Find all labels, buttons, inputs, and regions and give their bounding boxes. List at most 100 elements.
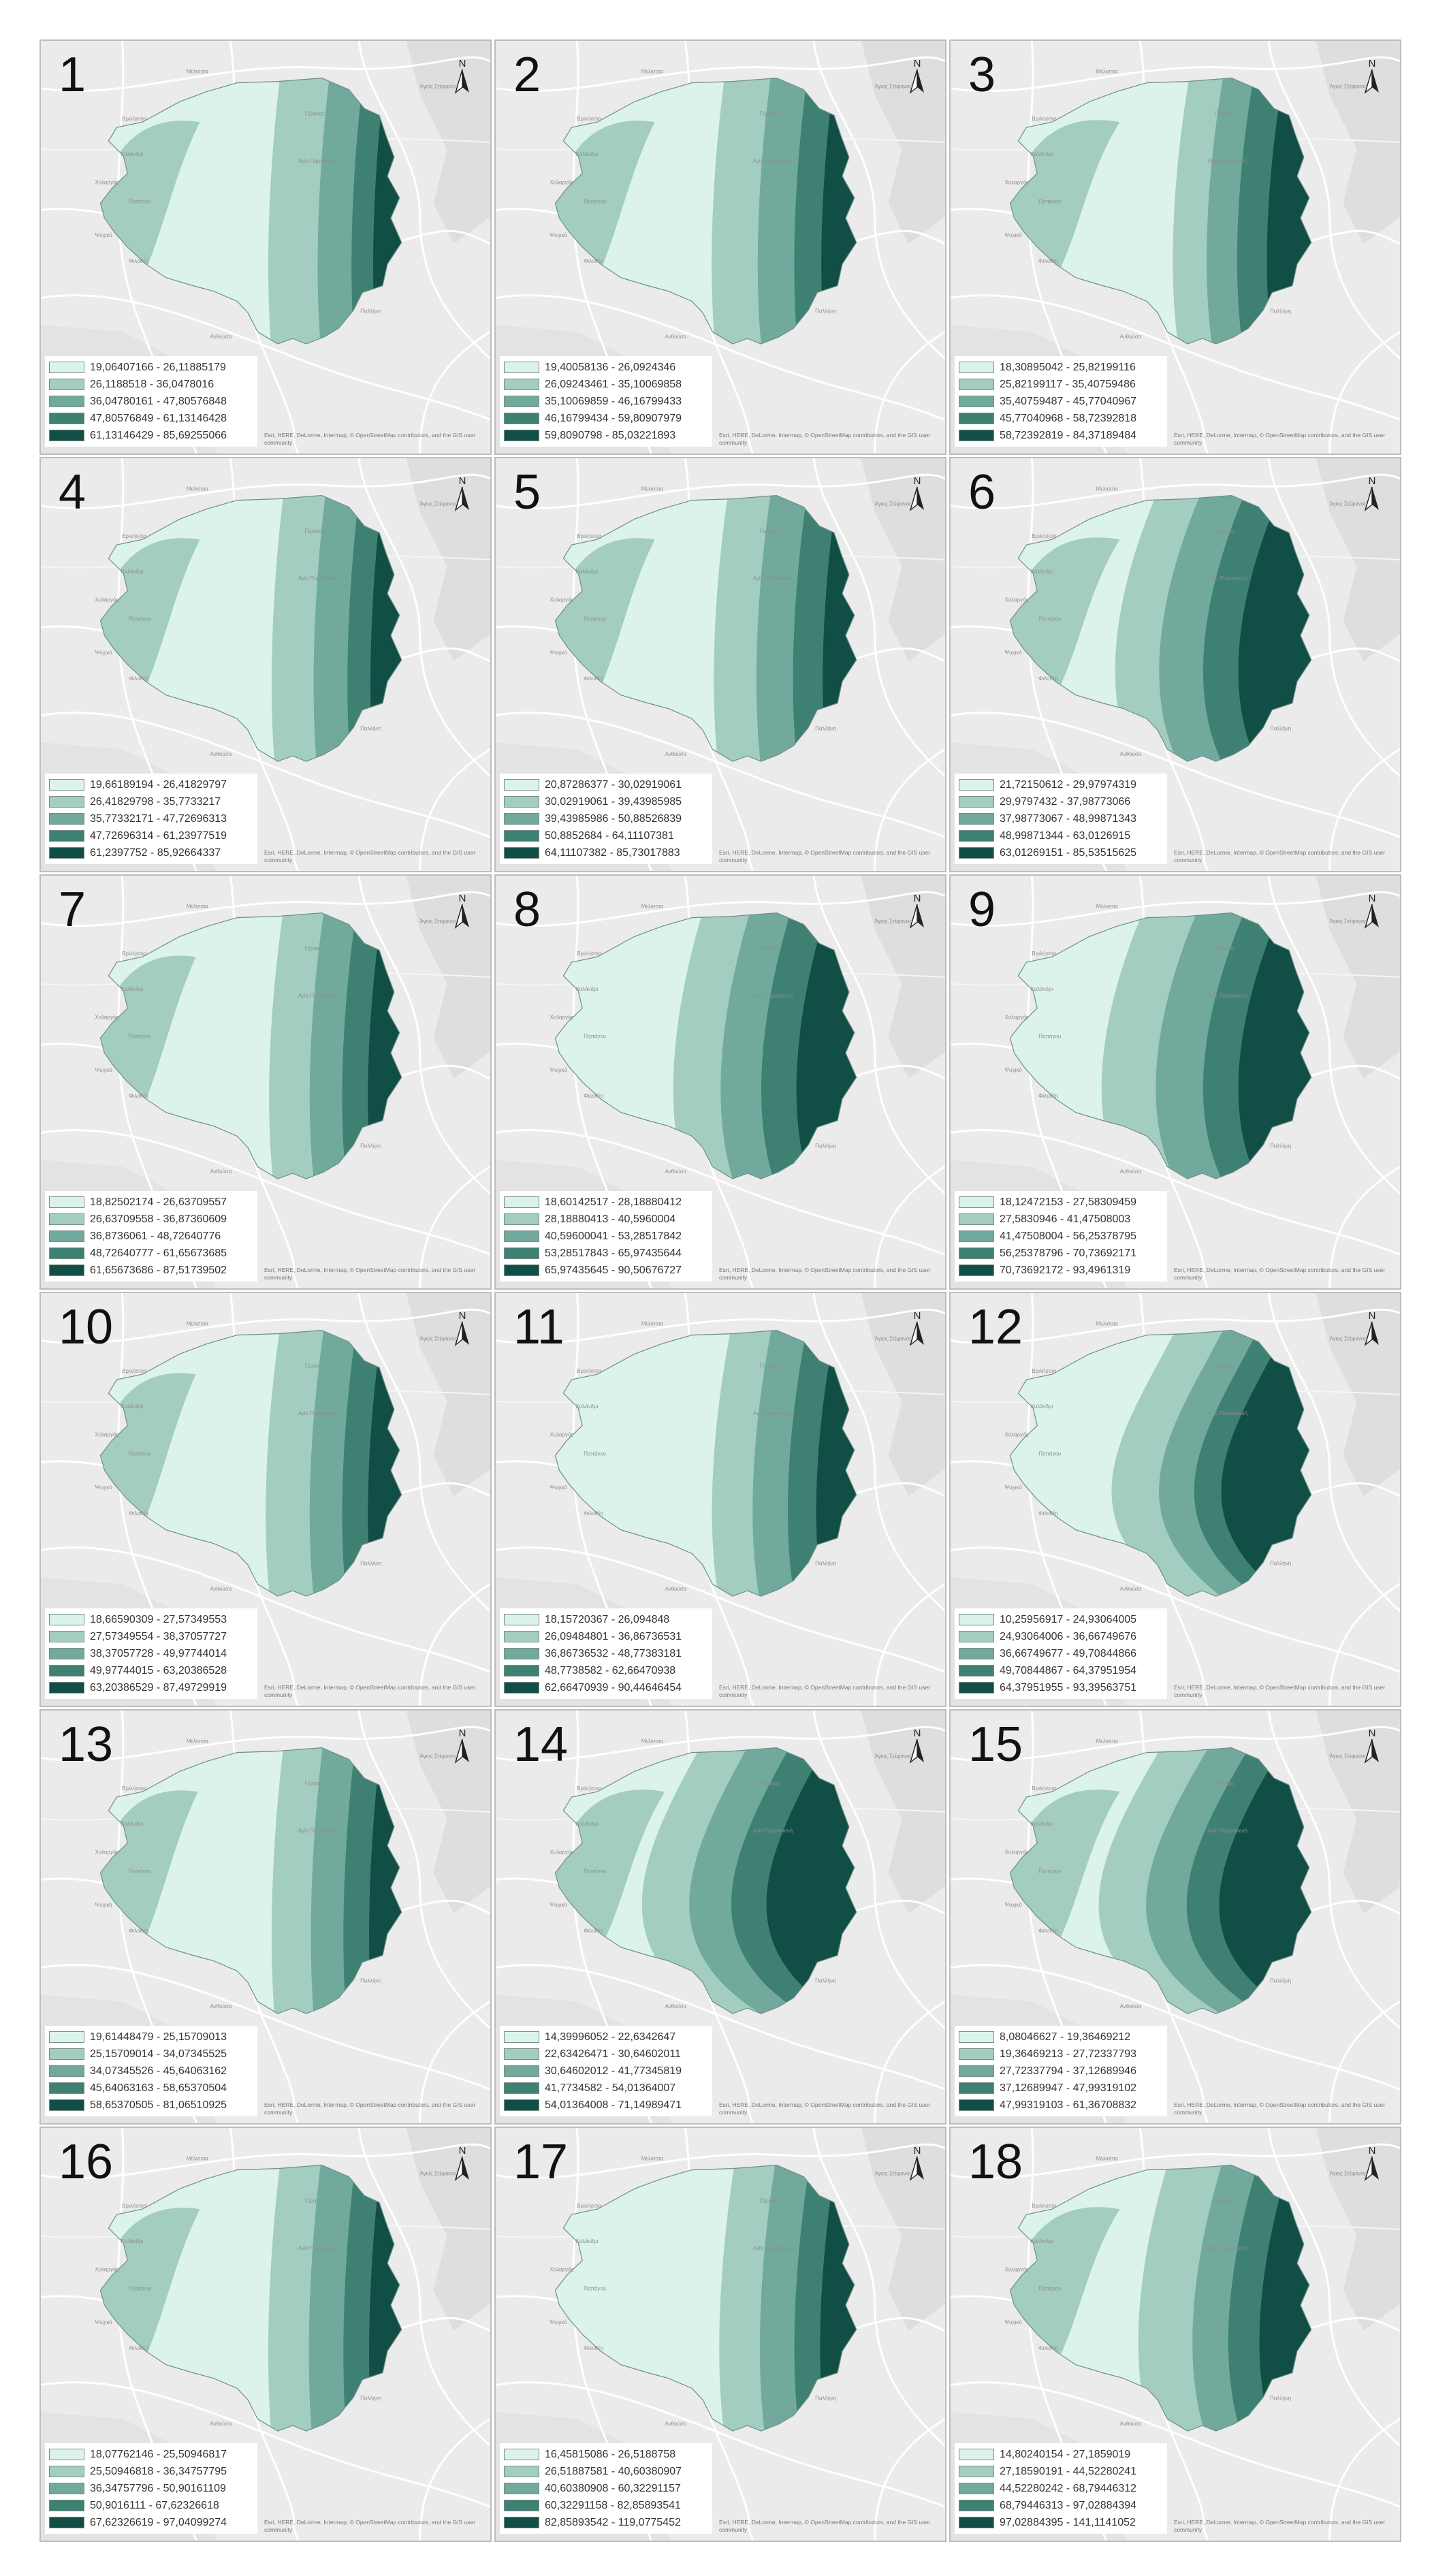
municipality-outline (554, 912, 857, 1179)
place-labels: Μελισσια Βριλήσσια Χαλάνδρι Αγία Παρασκευή Χ… (95, 1738, 458, 2009)
municipality-outline (1009, 1747, 1312, 2014)
place-label: Χολαργός (95, 1432, 119, 1438)
legend-item: 60,32291158 - 82,85893541 (504, 2497, 708, 2514)
place-label: Άγιος Στέφανος (420, 2171, 458, 2177)
legend-swatch (504, 413, 539, 424)
place-label: Παπάγου (1038, 616, 1061, 622)
legend-swatch (959, 1247, 994, 1259)
place-label: Ανθούσα (210, 1168, 232, 1175)
legend-item: 64,37951955 - 93,39563751 (959, 1679, 1163, 1696)
place-label: Άγιος Στέφανος (1330, 1336, 1367, 1342)
legend-swatch (959, 847, 994, 859)
place-label: Άγιος Στέφανος (875, 1336, 912, 1342)
legend-range-label: 61,13146429 - 85,69255066 (90, 429, 227, 441)
attribution-text: Esri, HERE, DeLorme, Intermap, © OpenStr… (1174, 1684, 1386, 1698)
legend-swatch (49, 2099, 84, 2111)
svg-text:N: N (914, 893, 921, 904)
place-label: Ψυχικό (550, 2319, 568, 2325)
legend-swatch (504, 2466, 539, 2477)
svg-text:N: N (459, 2145, 466, 2157)
legend-item: 25,50946818 - 36,34757795 (49, 2463, 253, 2480)
basemap-road (41, 56, 490, 93)
legend-item: 24,93064006 - 36,66749676 (959, 1628, 1163, 1645)
legend-item: 65,97435645 - 90,50676727 (504, 1262, 708, 1279)
svg-text:N: N (459, 893, 466, 904)
legend-swatch (49, 813, 84, 825)
place-label: Άγιος Στέφανος (420, 1753, 458, 1760)
legend-range-label: 47,80576849 - 61,13146428 (90, 412, 227, 424)
legend-item: 41,47508004 - 56,25378795 (959, 1228, 1163, 1245)
place-labels: Μελισσια Βριλήσσια Χαλάνδρι Αγία Παρασκευή Χ… (95, 486, 458, 757)
basemap-road (874, 748, 945, 871)
basemap-area (406, 458, 490, 662)
map-canvas: Μελισσια Βριλήσσια Χαλάνδρι Αγία Παρασκευή Χ… (41, 458, 490, 871)
place-label: Ψυχικό (95, 1067, 113, 1073)
place-label: Χολαργός (1005, 180, 1029, 186)
place-label: Ανθούσα (665, 334, 686, 340)
attribution-text: Esri, HERE, DeLorme, Intermap, © OpenStr… (1174, 2519, 1386, 2533)
place-labels: Μελισσια Βριλήσσια Χαλάνδρι Αγία Παρασκευή Χ… (1005, 69, 1367, 340)
legend-swatch (959, 1614, 994, 1625)
legend-range-label: 47,72696314 - 61,23977519 (90, 829, 227, 842)
legend-swatch (49, 830, 84, 842)
legend-item: 63,01269151 - 85,53515625 (959, 844, 1163, 861)
place-label: Βριλήσσια (122, 116, 147, 122)
place-label: Παλλήνη (1270, 2395, 1291, 2401)
place-label: Ψυχικό (550, 1902, 568, 1908)
place-label: Παπάγου (129, 198, 151, 204)
legend-item: 40,59600041 - 53,28517842 (504, 1228, 708, 1245)
north-arrow-icon: N (454, 1310, 469, 1346)
legend-swatch (959, 1682, 994, 1694)
place-label: Παπάγου (129, 1450, 151, 1457)
basemap-road (41, 1308, 490, 1345)
place-label: Χαλάνδρι (575, 1821, 598, 1827)
legend-range-label: 45,77040968 - 58,72392818 (1000, 412, 1137, 424)
legend-item: 47,72696314 - 61,23977519 (49, 827, 253, 844)
legend-swatch (49, 362, 84, 373)
place-label: Φιλοθέη (584, 1093, 603, 1099)
basemap-road (41, 473, 490, 510)
legend-range-label: 28,18880413 - 40,5960004 (545, 1213, 676, 1225)
north-arrow-icon: N (1364, 893, 1379, 929)
legend-item: 18,66590309 - 27,57349553 (49, 1611, 253, 1628)
legend-item: 50,9016111 - 67,62326618 (49, 2497, 253, 2514)
place-label: Χαλάνδρι (575, 1403, 598, 1410)
place-label: Ανθούσα (1119, 1168, 1141, 1175)
legend-range-label: 68,79446313 - 97,02884394 (1000, 2499, 1137, 2511)
municipality-outline (1009, 1330, 1312, 1597)
place-label: Παπάγου (584, 1868, 606, 1874)
panel-number: 1 (59, 48, 86, 102)
place-label: Αγία Παρασκευή (1208, 158, 1247, 164)
panel-number: 2 (513, 48, 541, 102)
legend-item: 22,63426471 - 30,64602011 (504, 2046, 708, 2063)
legend-swatch (49, 1682, 84, 1694)
legend-item: 82,85893542 - 119,0775452 (504, 2514, 708, 2531)
basemap-road (41, 1964, 490, 2090)
place-label: Άγιος Στέφανος (420, 1336, 458, 1342)
place-labels: Μελισσια Βριλήσσια Χαλάνδρι Αγία Παρασκευή Χ… (1005, 486, 1367, 757)
legend-range-label: 26,1188518 - 36,0478016 (90, 378, 214, 390)
map-panel-18: Μελισσια Βριλήσσια Χαλάνδρι Αγία Παρασκευή Χ… (949, 2127, 1401, 2542)
municipality-outline (1009, 495, 1312, 762)
legend-item: 35,40759487 - 45,77040967 (959, 393, 1163, 410)
legend-item: 37,12689947 - 47,99319102 (959, 2080, 1163, 2097)
legend: 19,66189194 - 26,41829797 26,41829798 - 3… (45, 774, 257, 864)
place-label: Χαλάνδρι (575, 986, 598, 992)
legend-range-label: 36,86736532 - 48,77383181 (545, 1647, 682, 1659)
place-label: Μελισσια (187, 69, 208, 75)
legend-item: 27,72337794 - 37,12689946 (959, 2063, 1163, 2080)
panel-number: 17 (513, 2135, 569, 2189)
place-labels: Μελισσια Βριλήσσια Χαλάνδρι Αγία Παρασκευή Χ… (95, 904, 458, 1175)
attribution-text: Esri, HERE, DeLorme, Intermap, © OpenStr… (1174, 432, 1386, 446)
legend-range-label: 8,08046627 - 19,36469212 (1000, 2031, 1131, 2043)
municipality-outline (99, 495, 402, 762)
legend-range-label: 24,93064006 - 36,66749676 (1000, 1630, 1137, 1642)
place-label: Ψυχικό (95, 1484, 113, 1491)
basemap-road (874, 1165, 945, 1288)
legend-item: 37,98773067 - 48,99871343 (959, 810, 1163, 827)
legend-swatch (959, 779, 994, 791)
legend-item: 36,34757796 - 50,90161109 (49, 2480, 253, 2497)
place-label: Βριλήσσια (577, 116, 602, 122)
legend-item: 35,77332171 - 47,72696313 (49, 810, 253, 827)
place-labels: Μελισσια Βριλήσσια Χαλάνδρι Αγία Παρασκευή Χ… (550, 1321, 912, 1592)
